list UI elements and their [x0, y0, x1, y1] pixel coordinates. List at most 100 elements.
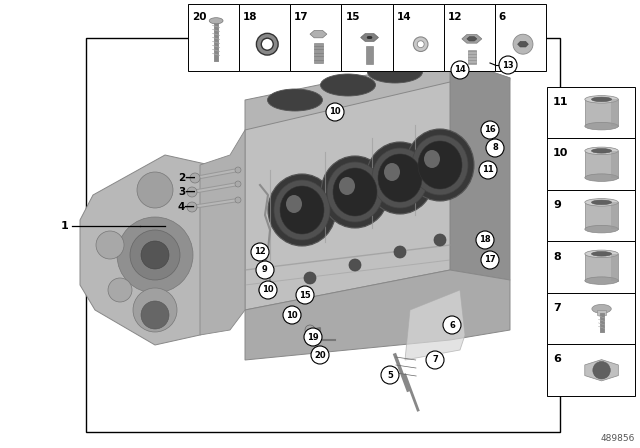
Text: 10: 10: [553, 148, 568, 159]
Polygon shape: [245, 58, 510, 140]
Circle shape: [304, 328, 322, 346]
Bar: [365, 46, 373, 65]
Text: 6: 6: [449, 320, 455, 329]
Bar: [585, 202, 618, 229]
Ellipse shape: [321, 74, 376, 96]
Text: 14: 14: [397, 12, 411, 22]
Polygon shape: [245, 82, 450, 310]
Ellipse shape: [418, 141, 462, 189]
Text: 10: 10: [329, 108, 341, 116]
Bar: [341, 4, 392, 71]
Circle shape: [513, 34, 533, 54]
Ellipse shape: [274, 180, 330, 240]
Bar: [597, 310, 606, 314]
Circle shape: [190, 173, 200, 183]
Ellipse shape: [333, 168, 377, 216]
Bar: [611, 151, 618, 178]
Bar: [547, 241, 635, 293]
Ellipse shape: [367, 36, 372, 39]
Text: 14: 14: [454, 65, 466, 74]
Text: 8: 8: [553, 251, 561, 262]
Bar: [585, 151, 618, 178]
Bar: [547, 293, 635, 345]
Ellipse shape: [286, 195, 302, 213]
Circle shape: [283, 306, 301, 324]
Ellipse shape: [321, 156, 389, 228]
Text: 15: 15: [346, 12, 360, 22]
Text: 15: 15: [299, 290, 311, 300]
Polygon shape: [200, 130, 245, 335]
Circle shape: [187, 187, 197, 197]
Text: 11: 11: [482, 165, 494, 175]
Ellipse shape: [585, 174, 618, 181]
Polygon shape: [245, 270, 510, 360]
Text: 7: 7: [553, 303, 561, 313]
Ellipse shape: [591, 97, 612, 102]
Bar: [392, 4, 444, 71]
Bar: [611, 202, 618, 229]
Bar: [611, 254, 618, 280]
Text: 12: 12: [448, 12, 462, 22]
Circle shape: [349, 259, 361, 271]
Ellipse shape: [585, 147, 618, 155]
Circle shape: [311, 346, 329, 364]
Text: 2—: 2—: [178, 173, 195, 183]
Polygon shape: [462, 34, 482, 43]
Bar: [314, 43, 323, 63]
Circle shape: [481, 121, 499, 139]
Text: 8: 8: [492, 143, 498, 152]
Ellipse shape: [585, 122, 618, 130]
Bar: [585, 99, 618, 126]
Ellipse shape: [268, 89, 323, 111]
Ellipse shape: [424, 150, 440, 168]
Ellipse shape: [268, 174, 336, 246]
Ellipse shape: [280, 186, 324, 234]
Circle shape: [141, 301, 169, 329]
Circle shape: [96, 231, 124, 259]
Text: 13: 13: [502, 60, 514, 69]
Circle shape: [117, 217, 193, 293]
Circle shape: [235, 197, 241, 203]
Ellipse shape: [592, 305, 611, 313]
Polygon shape: [310, 30, 327, 38]
Text: 9: 9: [553, 200, 561, 210]
Text: 5: 5: [387, 370, 393, 379]
Text: 6: 6: [553, 354, 561, 365]
Circle shape: [593, 362, 611, 379]
Circle shape: [479, 161, 497, 179]
Circle shape: [235, 167, 241, 173]
Ellipse shape: [209, 17, 223, 24]
Text: 17: 17: [294, 12, 309, 22]
Polygon shape: [450, 58, 510, 280]
Text: 20: 20: [192, 12, 207, 22]
Ellipse shape: [585, 95, 618, 103]
Circle shape: [443, 316, 461, 334]
Circle shape: [296, 286, 314, 304]
Ellipse shape: [591, 200, 612, 205]
Circle shape: [305, 325, 315, 335]
Bar: [547, 345, 635, 396]
Text: 3—: 3—: [178, 187, 195, 197]
Polygon shape: [80, 155, 245, 345]
Ellipse shape: [591, 252, 612, 256]
Circle shape: [304, 272, 316, 284]
Bar: [585, 254, 618, 280]
Text: 489856: 489856: [600, 434, 635, 443]
Ellipse shape: [585, 250, 618, 258]
Bar: [291, 4, 341, 71]
Ellipse shape: [585, 225, 618, 233]
Ellipse shape: [406, 129, 474, 201]
Bar: [468, 50, 476, 65]
Ellipse shape: [366, 142, 434, 214]
Text: 18: 18: [479, 236, 491, 245]
Bar: [188, 4, 239, 71]
Circle shape: [108, 278, 132, 302]
Ellipse shape: [585, 198, 618, 206]
Circle shape: [451, 61, 469, 79]
Bar: [611, 99, 618, 126]
Text: 1: 1: [60, 221, 68, 231]
Bar: [547, 138, 635, 190]
Text: 4—: 4—: [178, 202, 196, 212]
Bar: [86, 38, 560, 432]
Circle shape: [326, 103, 344, 121]
